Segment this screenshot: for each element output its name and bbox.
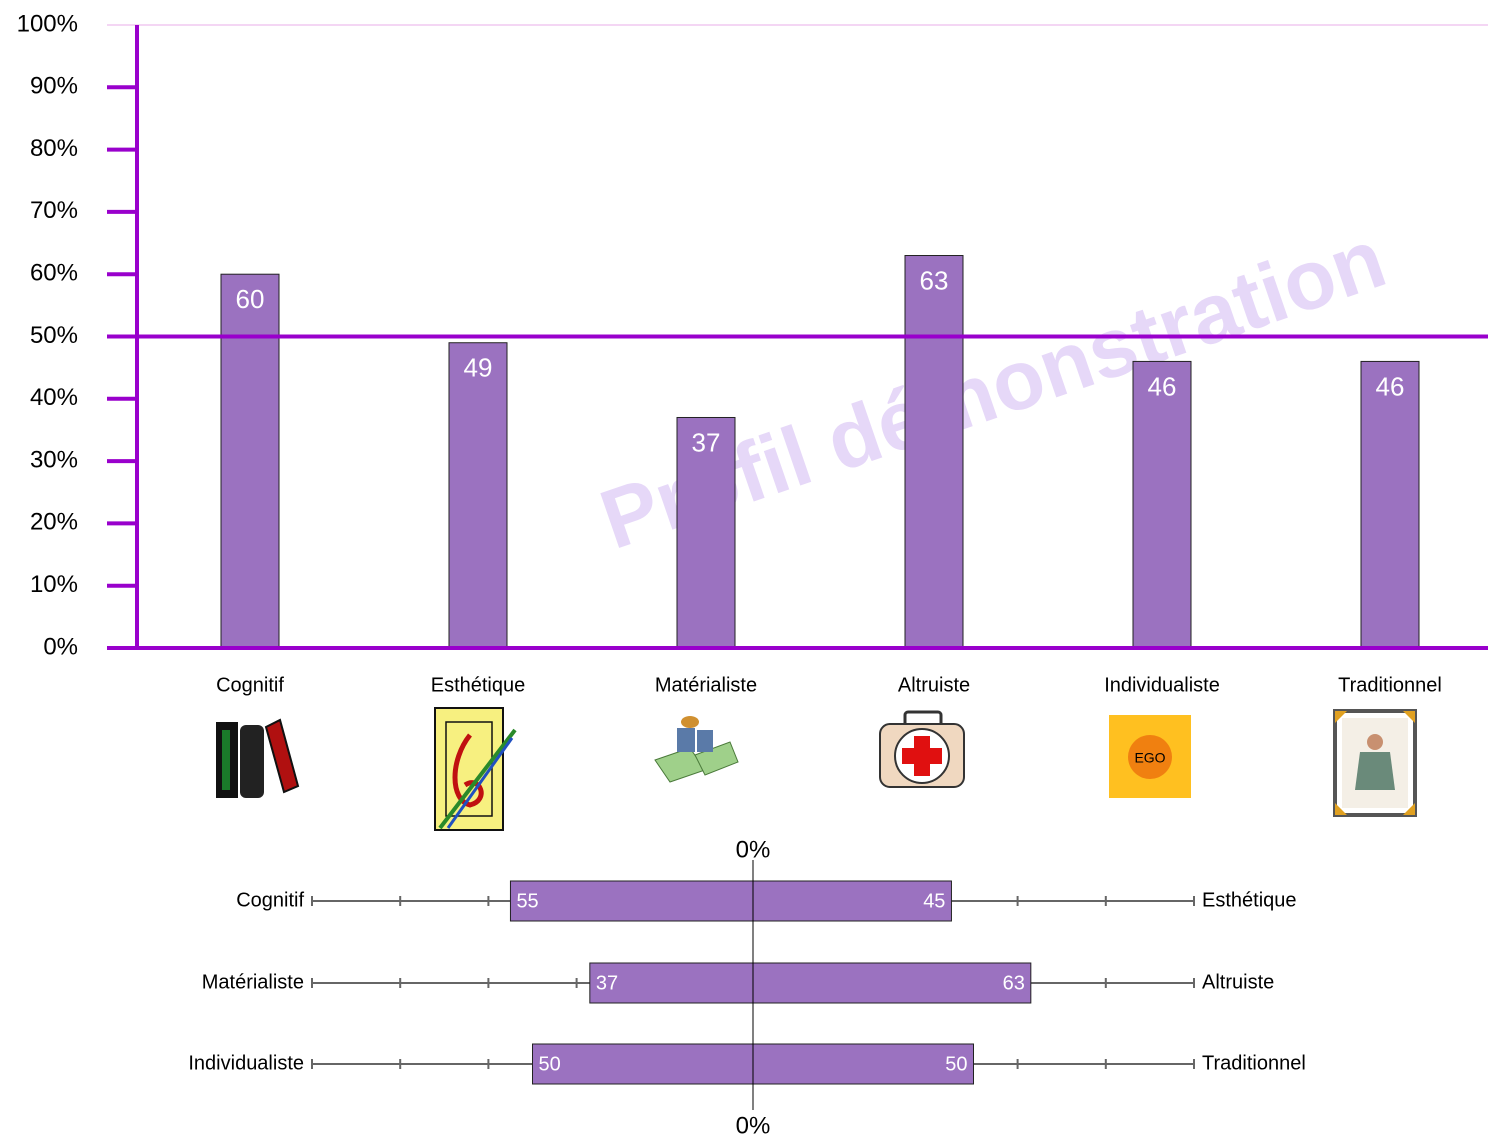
bar (220, 273, 280, 649)
value-label: 63 (1003, 972, 1025, 994)
value-label: 37 (596, 972, 618, 994)
y-tick-label: 20% (30, 509, 78, 536)
y-tick-label: 10% (30, 571, 78, 598)
right-category: Altruiste (1202, 971, 1274, 993)
bar-left (589, 962, 754, 1004)
bar (448, 342, 508, 649)
value-label: 46 (1376, 371, 1405, 401)
bar (1360, 360, 1420, 649)
bar (904, 255, 964, 649)
value-label: 49 (464, 353, 493, 383)
value-label: 63 (920, 265, 949, 295)
x-tick-label: Esthétique (431, 674, 526, 696)
y-tick-label: 100% (17, 10, 78, 37)
x-tick-label: Individualiste (1104, 674, 1220, 696)
bar-right (752, 1043, 974, 1085)
value-label: 37 (692, 427, 721, 457)
y-tick-label: 60% (30, 260, 78, 287)
left-category: Cognitif (236, 889, 304, 911)
y-tick-label: 30% (30, 446, 78, 473)
icon-ego: EGO (1109, 715, 1191, 798)
center-label: 0% (736, 836, 771, 863)
icon-money (654, 716, 739, 783)
value-label: 45 (923, 890, 945, 912)
value-label: 46 (1148, 371, 1177, 401)
y-tick-label: 70% (30, 197, 78, 224)
bar (1132, 360, 1192, 649)
value-label: 50 (539, 1053, 561, 1075)
value-label: 50 (945, 1053, 967, 1075)
center-label: 0% (736, 1112, 771, 1139)
bar-right (752, 880, 952, 922)
right-category: Traditionnel (1202, 1052, 1306, 1074)
icon-art (434, 707, 517, 831)
y-tick-label: 90% (30, 73, 78, 100)
icon-text: EGO (1134, 750, 1165, 766)
y-tick-label: 50% (30, 322, 78, 349)
x-tick-label: Matérialiste (655, 674, 757, 696)
left-category: Individualiste (188, 1052, 304, 1074)
bar-left (509, 880, 754, 922)
value-label: 55 (516, 890, 538, 912)
y-tick-label: 40% (30, 384, 78, 411)
icon-books (216, 718, 300, 798)
y-tick-label: 80% (30, 135, 78, 162)
left-category: Matérialiste (202, 971, 304, 993)
right-category: Esthétique (1202, 889, 1297, 911)
icon-portrait (1333, 709, 1417, 817)
bar-right (752, 962, 1032, 1004)
x-tick-label: Traditionnel (1338, 674, 1442, 696)
x-tick-label: Altruiste (898, 674, 970, 696)
bar (676, 416, 736, 649)
y-tick-label: 0% (43, 633, 78, 660)
bar-left (532, 1043, 754, 1085)
icon-firstaid (879, 710, 965, 788)
x-tick-label: Cognitif (216, 674, 284, 696)
value-label: 60 (236, 284, 265, 314)
